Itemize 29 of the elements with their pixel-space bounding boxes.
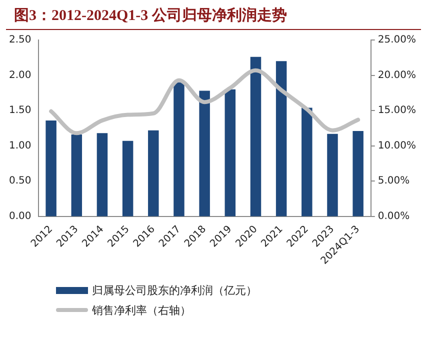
bar xyxy=(276,61,287,216)
y-tick-label: 2.00 xyxy=(9,70,32,81)
legend-label: 销售净利率（右轴） xyxy=(92,302,191,318)
bar xyxy=(199,90,210,216)
y2-tick-label: 20.00% xyxy=(378,70,416,81)
y-tick-label: 2.50 xyxy=(9,34,32,46)
bar xyxy=(327,134,338,216)
bar xyxy=(302,108,312,216)
y2-tick-label: 15.00% xyxy=(378,105,416,116)
bar xyxy=(71,134,82,216)
y2-tick-label: 0.00% xyxy=(378,211,410,222)
legend-label: 归属母公司股东的净利润（亿元） xyxy=(92,282,257,298)
bar xyxy=(174,82,184,216)
bar xyxy=(96,133,108,216)
y2-tick-label: 25.00% xyxy=(378,34,416,46)
bar xyxy=(250,56,262,216)
y2-tick-label: 10.00% xyxy=(378,140,416,152)
bar xyxy=(352,131,364,216)
y2-tick-label: 5.00% xyxy=(378,176,410,187)
y-tick-label: 1.00 xyxy=(9,140,32,152)
bar xyxy=(46,120,56,216)
bar xyxy=(148,130,159,216)
bar xyxy=(122,140,134,216)
y-tick-label: 1.50 xyxy=(9,105,32,116)
chart-title: 图3：2012-2024Q1-3 公司归母净利润走势 xyxy=(6,0,421,30)
bar xyxy=(224,89,236,216)
line-series xyxy=(49,68,360,136)
y-tick-label: 0.50 xyxy=(9,176,32,187)
y-tick-label: 0.00 xyxy=(9,211,32,222)
